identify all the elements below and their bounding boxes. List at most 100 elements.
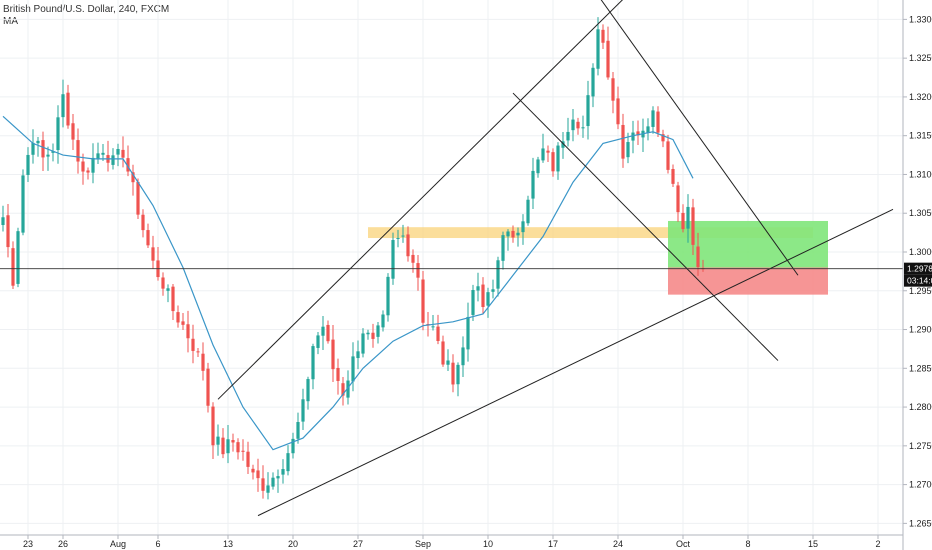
candle-down [636,131,640,136]
price-tags: 1.29785 03:14:07 [904,262,932,287]
candle-down [666,141,670,170]
candle-up [461,347,465,366]
moving-average-series [2,115,694,451]
candle-up [61,94,65,118]
time-tick-label: Oct [676,539,691,549]
candle-up [36,140,40,144]
candle-up [96,153,100,160]
price-tick-label: 1.32500 [909,53,932,63]
candle-down [236,442,240,453]
time-tick-label: 13 [223,539,233,549]
price-tick-label: 1.31500 [909,131,932,141]
candle-up [391,240,395,279]
candle-up [311,346,315,380]
candle-up [46,154,50,157]
candle-down [11,248,15,286]
candle-up [301,399,305,422]
candle-up [686,206,690,229]
candle-down [371,332,375,339]
candle-up [111,155,115,165]
candle-down [611,78,615,101]
candle-up [471,290,475,315]
price-tick-label: 1.28500 [909,363,932,373]
supply-zone-box [368,227,813,239]
candle-down [691,207,695,245]
candle-up [351,356,355,382]
candle-up [596,29,600,69]
price-tick-label: 1.33000 [909,14,932,24]
time-tick-label: 23 [23,539,33,549]
candle-down [86,170,90,173]
candle-up [286,453,290,472]
time-tick-label: Aug [110,539,126,549]
candle-down [661,134,665,142]
candle-down [511,230,515,238]
candle-up [306,379,310,402]
time-tick-label: 26 [58,539,68,549]
time-tick-label: 17 [548,539,558,549]
candle-up [526,199,530,224]
candle-up [531,170,535,199]
candle-up [571,119,575,131]
candle-up [586,95,590,127]
candle-down [546,150,550,153]
time-tick-label: 15 [808,539,818,549]
candle-down [441,341,445,365]
candle-up [631,132,635,141]
candle-down [246,451,250,467]
candle-up [271,477,275,487]
candle-down [416,263,420,278]
candle-up [316,335,320,348]
candle-down [81,161,85,172]
candle-down [176,312,180,323]
candle-up [541,148,545,161]
time-axis[interactable]: 23 26 Aug 6 13 20 27 Sep 10 17 24 Oct 8 15 2 [0,534,903,549]
candle-down [211,406,215,446]
candle-down [191,338,195,351]
candle-down [261,478,265,491]
candle-up [381,314,385,328]
candle-down [406,234,410,257]
candle-up [166,288,170,291]
candle-down [186,324,190,339]
price-tick-label: 1.31000 [909,169,932,179]
candle-down [126,158,130,172]
symbol-title: British Pound/U.S. Dollar, 240, FXCM [3,4,170,15]
candle-down [681,212,685,230]
candle-down [671,169,675,184]
candle-down [621,124,625,159]
trendline-descending-upper [600,0,799,276]
chart-drawings [368,220,828,295]
candle-down [231,440,235,443]
candle-up [1,217,5,226]
trendline-descending-lower [512,92,779,361]
candle-down [201,353,205,371]
candle-down [436,326,440,341]
candle-up [521,221,525,233]
take-profit-box [668,220,828,268]
candle-up [476,286,480,291]
candle-up [226,439,230,454]
candle-down [551,152,555,172]
candle-up [16,231,20,284]
candle-down [181,321,185,325]
candle-down [76,140,80,162]
time-tick-label: 10 [483,539,493,549]
stop-loss-box [668,267,828,295]
candle-down [331,339,335,370]
price-tick-label: 1.29500 [909,286,932,296]
candle-up [401,235,405,237]
candle-down [151,247,155,261]
candle-down [171,286,175,312]
candle-down [161,277,165,289]
price-axis[interactable]: 1.33000 1.32500 1.32000 1.31500 1.31000 1.305… [902,0,932,550]
candle-down [206,368,210,406]
chart-legend: British Pound/U.S. Dollar, 240, FXCM MA [3,4,169,28]
candle-down [131,172,135,183]
trendline-drawings [217,0,894,517]
candle-down [696,246,700,268]
candle-up [291,438,295,454]
countdown-label: 03:14:07 [907,276,932,286]
candle-down [221,437,225,455]
